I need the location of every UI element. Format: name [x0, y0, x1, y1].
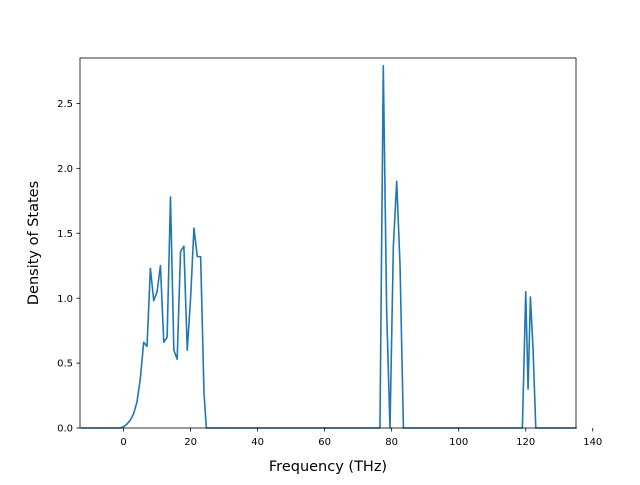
tick-layer: 0 20 40 60 80 100 120 140 0.0 0.5 1.0 1.5 2.0 2.5	[57, 99, 602, 448]
y-tick-label: 0.5	[57, 359, 73, 370]
x-tick-label: 120	[516, 437, 535, 448]
y-tick-label: 2.5	[57, 99, 73, 110]
x-tick-label: 100	[449, 437, 468, 448]
y-axis-label: Density of States	[26, 181, 42, 305]
y-tick-label: 2.0	[57, 164, 73, 175]
plot-frame	[79, 57, 577, 429]
x-tick-label: 20	[184, 437, 197, 448]
x-tick-label: 40	[251, 437, 264, 448]
x-tick-label: 0	[120, 437, 126, 448]
x-axis-label: Frequency (THz)	[269, 459, 387, 475]
plot-area	[80, 58, 576, 428]
y-tick-label: 0.0	[57, 424, 73, 435]
x-tick-label: 140	[583, 437, 602, 448]
y-tick-label: 1.0	[57, 294, 73, 305]
x-tick-label: 80	[385, 437, 398, 448]
y-tick-label: 1.5	[57, 229, 73, 240]
x-tick-label: 60	[318, 437, 331, 448]
